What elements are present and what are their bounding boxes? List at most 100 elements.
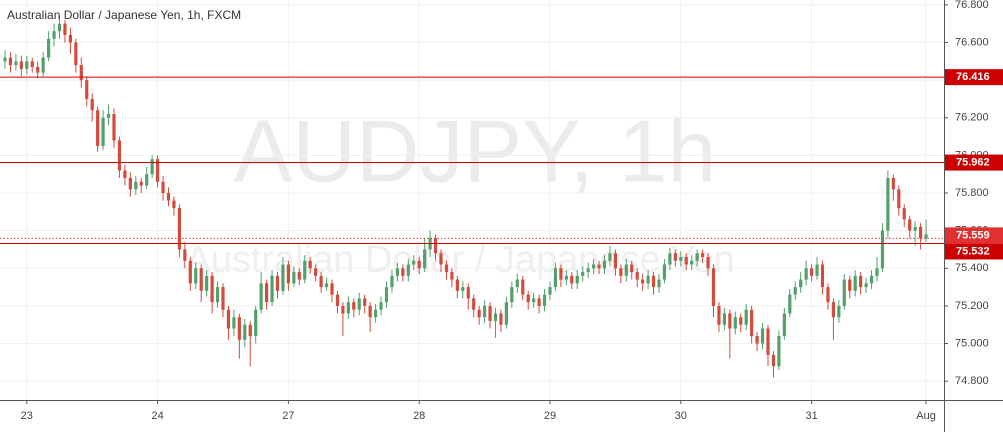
candle-body [673, 253, 677, 261]
candle-body [602, 260, 607, 269]
candle-body [352, 302, 356, 310]
candle-body [499, 313, 503, 325]
candle-body [651, 275, 656, 288]
candle-body [117, 140, 122, 171]
candle-body [286, 264, 290, 284]
candle-body [205, 275, 209, 291]
candle-body [265, 283, 269, 303]
candle-body [592, 264, 596, 269]
y-tick-label: 76.200 [955, 112, 989, 124]
candle-body [728, 313, 732, 329]
candle-body [608, 253, 612, 261]
candle-body [47, 38, 51, 58]
candle-body [335, 294, 340, 306]
candle-body [559, 268, 563, 280]
candle-body [619, 268, 623, 276]
candle-body [711, 268, 716, 306]
candle-body [837, 305, 841, 318]
y-tick-label: 75.800 [955, 187, 989, 199]
candle-body [472, 298, 476, 310]
y-tick-label: 75.200 [955, 300, 989, 312]
candle-body [106, 114, 111, 118]
candle-body [134, 181, 138, 190]
x-tick-label: 27 [282, 410, 294, 422]
candle-body [199, 268, 203, 291]
candle-body [390, 275, 394, 288]
candle-body [319, 275, 323, 288]
axes: 74.80075.00075.20075.40075.60075.80076.0… [21, 0, 1003, 422]
candle-body [156, 159, 160, 182]
candle-body [172, 200, 176, 209]
candle-body [384, 287, 389, 303]
candle-body [521, 279, 525, 295]
price-level-label: 75.962 [956, 156, 990, 168]
candle-body [532, 298, 536, 303]
y-tick-label: 76.600 [955, 36, 989, 48]
candle-body [194, 268, 198, 284]
x-tick-label: 23 [21, 410, 33, 422]
candle-body [859, 275, 863, 288]
candle-body [243, 324, 247, 340]
candle-body [363, 298, 367, 306]
candle-body [161, 181, 165, 194]
candle-body [908, 219, 912, 231]
candle-body [308, 260, 312, 269]
candle-body [760, 328, 765, 344]
candle-body [254, 309, 258, 337]
price-level-box [945, 243, 1003, 260]
price-level-label: 76.416 [956, 71, 990, 83]
candle-body [815, 264, 819, 276]
candle-body [897, 189, 901, 209]
candle-body [210, 275, 214, 303]
candle-body [542, 294, 547, 306]
candle-body [466, 287, 470, 299]
candle-body [112, 114, 116, 141]
candle-body [346, 302, 350, 314]
candle-body [128, 177, 132, 190]
candle-body [3, 57, 7, 62]
candle-body [919, 226, 923, 239]
candle-body [330, 283, 334, 295]
candle-body [374, 309, 378, 318]
candle-body [793, 287, 797, 295]
candle-body [166, 193, 171, 201]
watermark: AUDJPY, 1h [234, 101, 717, 200]
candle-body [123, 170, 127, 178]
y-tick-label: 74.800 [955, 375, 989, 387]
candle-body [232, 317, 236, 329]
candle-body [635, 272, 639, 280]
candle-body [368, 305, 372, 318]
candle-body [570, 275, 574, 284]
candle-body [820, 264, 825, 288]
candle-body [766, 328, 770, 355]
candle-body [150, 159, 154, 175]
candle-body [188, 260, 192, 284]
candle-body [864, 283, 868, 288]
candle-body [25, 61, 29, 69]
candle-body [297, 272, 301, 280]
candle-body [695, 253, 699, 261]
candle-body [777, 336, 781, 367]
candle-body [548, 287, 552, 295]
candle-body [581, 272, 585, 276]
candle-body [461, 287, 465, 291]
candle-body [782, 313, 786, 337]
candle-body [641, 279, 645, 284]
candle-body [226, 309, 231, 329]
candle-body [826, 287, 830, 303]
candle-body [303, 260, 307, 280]
candle-body [101, 117, 105, 147]
y-tick-label: 75.000 [955, 337, 989, 349]
candle-body [14, 61, 18, 66]
candle-body [515, 279, 519, 288]
candle-body [804, 268, 808, 280]
candle-body [717, 305, 721, 325]
candle-body [455, 279, 459, 291]
x-tick-label: 24 [151, 410, 163, 422]
candle-body [750, 309, 754, 337]
price-level-label: 75.559 [956, 229, 990, 241]
candle-body [74, 42, 78, 66]
candle-body [324, 283, 329, 288]
